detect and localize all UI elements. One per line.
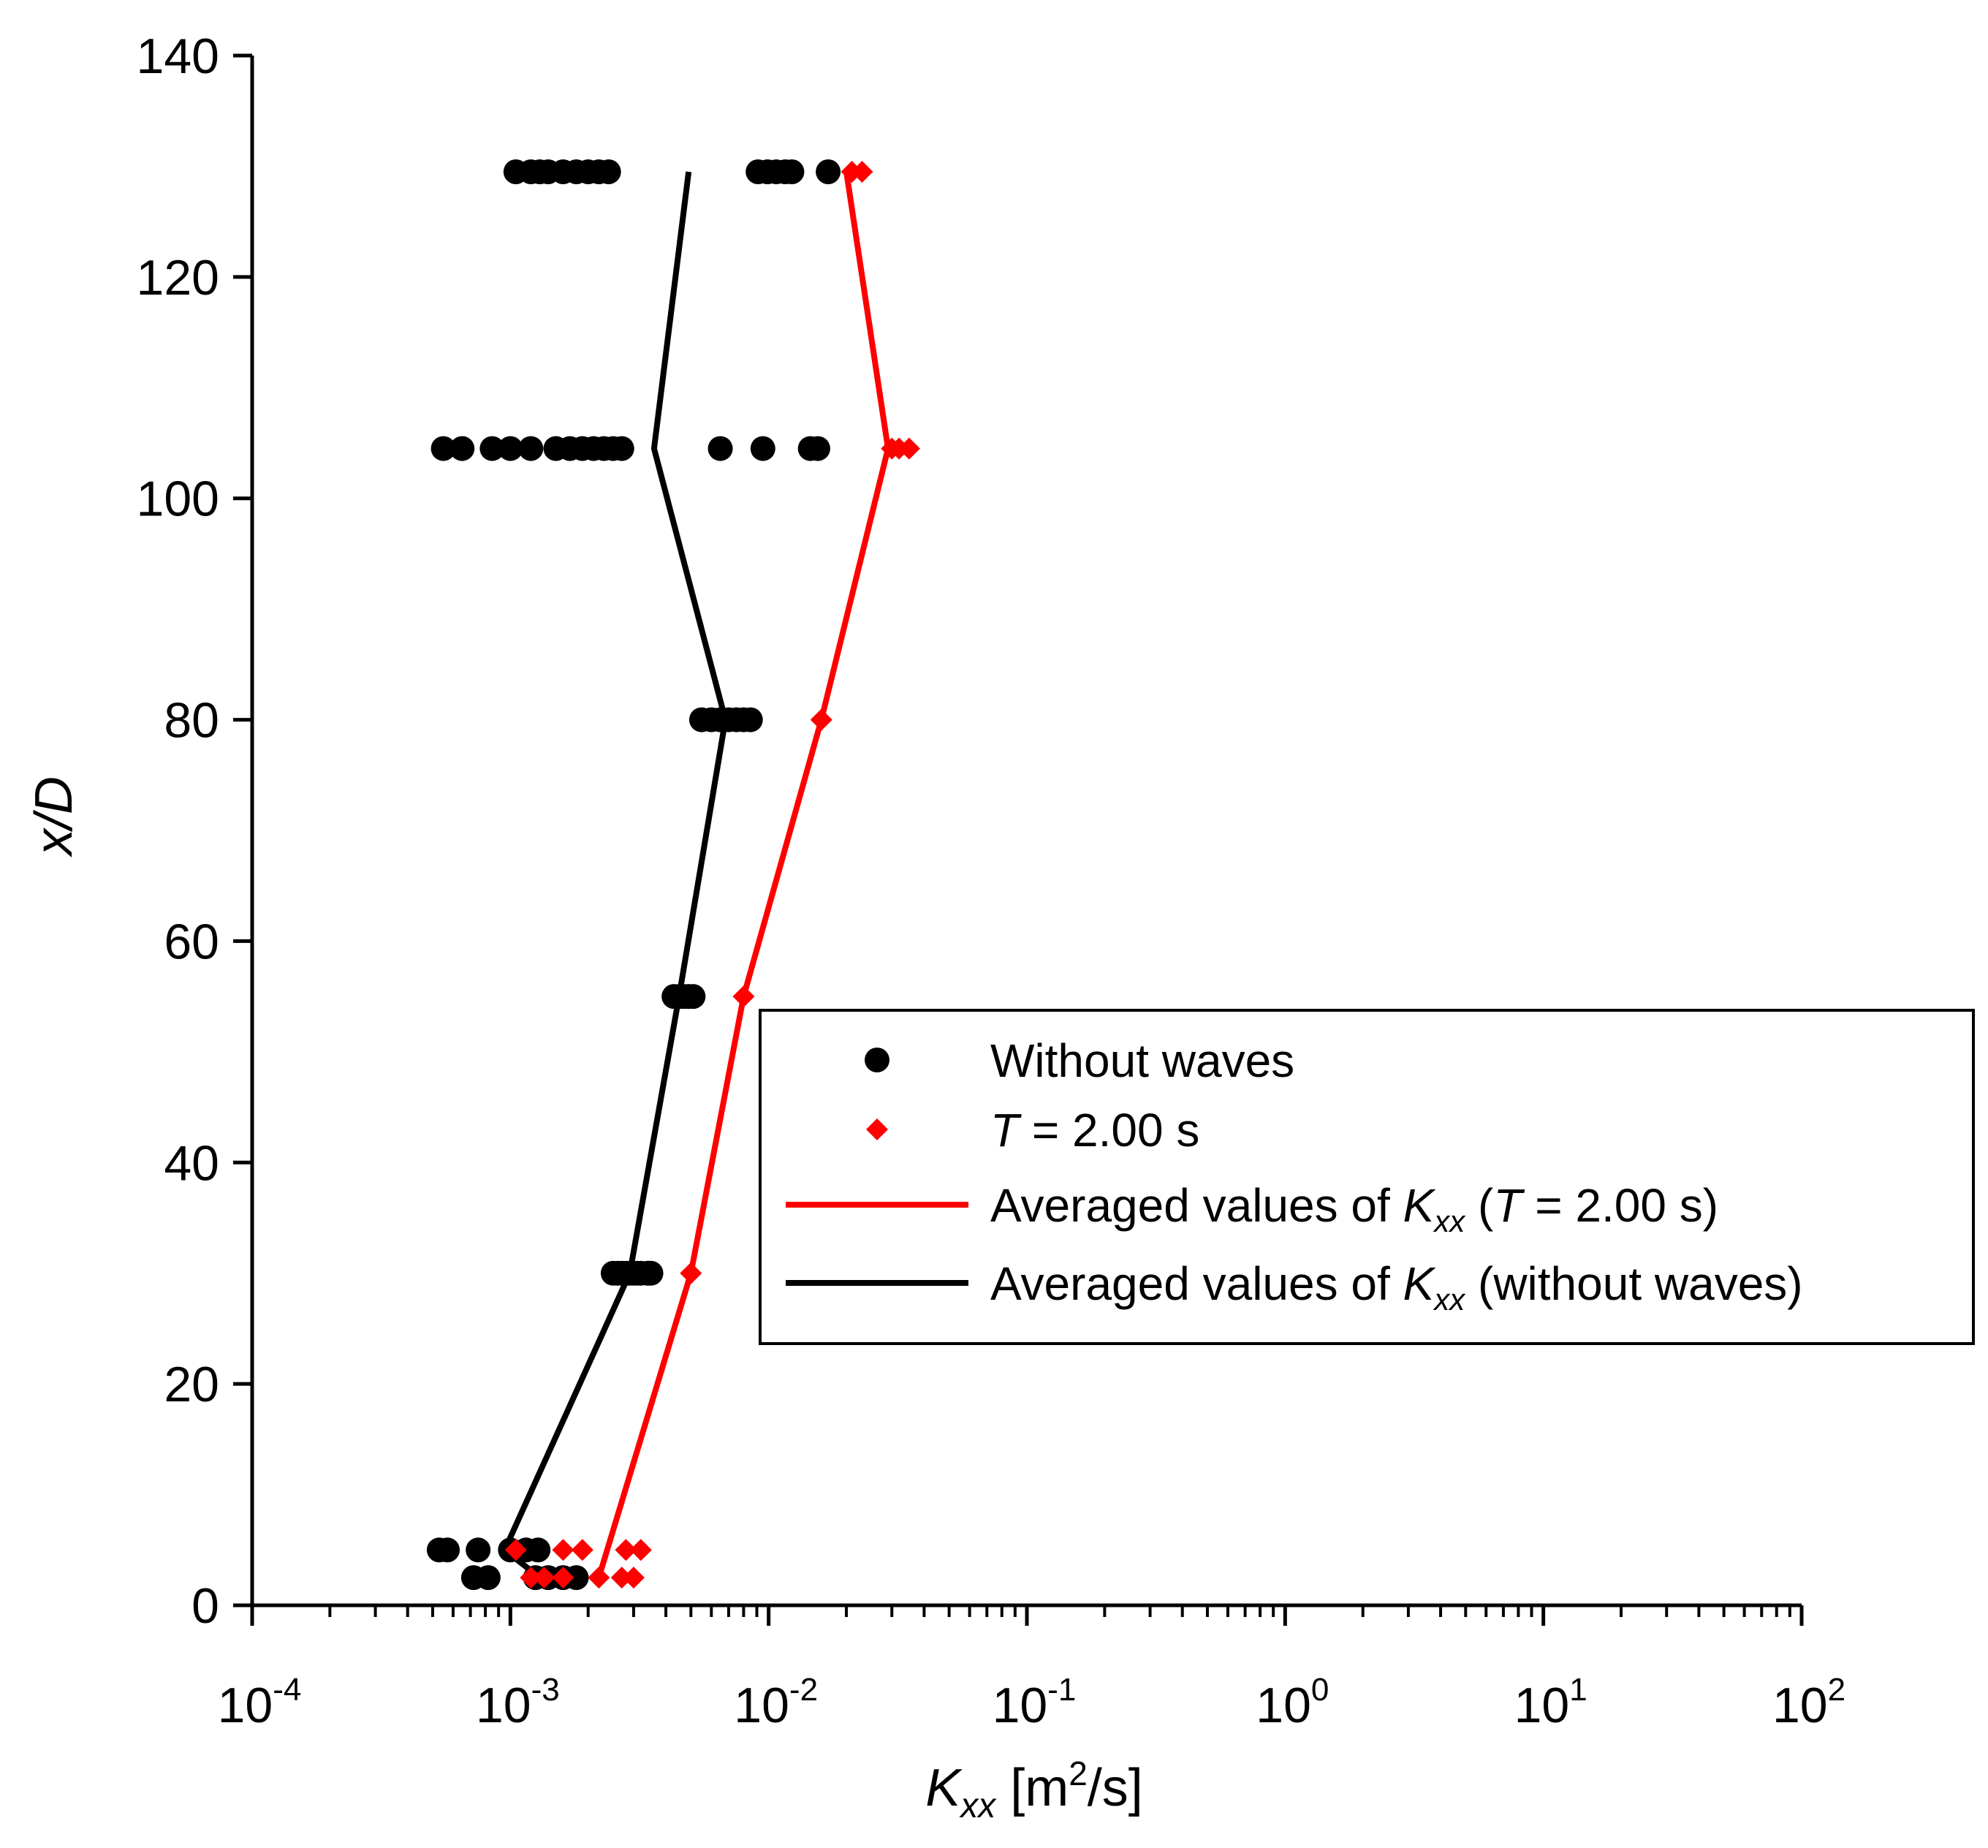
data-point-diamond-1-2	[571, 1539, 593, 1561]
x-tick-label-2: 10-2	[734, 1672, 818, 1733]
data-point-diamond-1-8	[588, 1567, 610, 1589]
x-axis-title: Kxx [m2/s]	[925, 1754, 1143, 1825]
legend-diamond-swatch	[866, 1118, 888, 1140]
data-point-circle-0-46	[707, 436, 733, 461]
y-axis-title: x/D	[25, 776, 83, 857]
x-tick-label-6: 102	[1772, 1672, 1845, 1733]
series-line-averaged-values-of-k-xx-t-2-00-s	[596, 171, 892, 1579]
data-point-circle-0-38	[518, 436, 544, 461]
data-point-diamond-1-0	[504, 1539, 527, 1561]
data-point-diamond-1-7	[552, 1567, 574, 1589]
x-tick-label-4: 100	[1256, 1672, 1329, 1733]
legend-label-0: Without waves	[990, 1034, 1294, 1087]
data-point-diamond-1-3	[615, 1539, 637, 1561]
y-tick-label-120: 120	[137, 250, 219, 306]
data-point-diamond-1-5	[520, 1567, 542, 1589]
data-point-circle-0-47	[750, 436, 775, 461]
y-tick-label-80: 80	[164, 693, 219, 749]
data-point-circle-0-11	[564, 1565, 589, 1591]
y-tick-label-140: 140	[137, 29, 219, 84]
data-point-diamond-1-12	[732, 985, 755, 1008]
data-point-circle-0-5	[526, 1537, 551, 1563]
data-point-diamond-1-10	[622, 1567, 645, 1589]
data-point-diamond-1-4	[629, 1539, 652, 1561]
x-tick-label-3: 10-1	[993, 1672, 1077, 1733]
y-tick-label-20: 20	[164, 1357, 219, 1412]
x-tick-label-1: 10-3	[476, 1672, 560, 1733]
legend-item-1: T = 2.00 s	[866, 1104, 1199, 1156]
data-point-circle-0-36	[479, 436, 505, 461]
data-point-diamond-1-6	[533, 1567, 555, 1589]
data-point-circle-0-37	[498, 436, 523, 461]
data-point-diamond-1-9	[610, 1567, 633, 1589]
legend-label-3: Averaged values of Kxx (without waves)	[990, 1257, 1803, 1317]
y-tick-label-100: 100	[137, 472, 219, 527]
data-point-circle-0-58	[596, 159, 621, 184]
legend-item-3: Averaged values of Kxx (without waves)	[786, 1257, 1803, 1317]
data-point-diamond-1-11	[680, 1262, 702, 1284]
data-point-circle-0-1	[435, 1537, 460, 1563]
data-point-circle-0-21	[638, 1260, 664, 1286]
legend-label-1: T = 2.00 s	[990, 1104, 1199, 1156]
data-point-circle-0-33	[737, 707, 763, 732]
data-point-diamond-1-18	[851, 161, 873, 183]
data-point-circle-0-35	[449, 436, 475, 461]
x-tick-label-5: 101	[1514, 1672, 1587, 1733]
y-tick-label-40: 40	[164, 1135, 219, 1191]
axes: 0 20 40 60 80 100 120 140 10-4 10-3 10-2 10-1 100 101…	[25, 29, 1845, 1825]
data-point-circle-0-7	[475, 1565, 501, 1591]
data-point-diamond-1-16	[898, 437, 920, 460]
data-point-circle-0-34	[430, 436, 456, 461]
data-point-diamond-1-1	[552, 1539, 574, 1561]
plot-points	[426, 159, 920, 1591]
data-point-circle-0-26	[680, 984, 706, 1010]
legend-circle-swatch	[865, 1048, 889, 1072]
legend-label-2: Averaged values of Kxx (T = 2.00 s)	[990, 1179, 1718, 1238]
y-tick-label-0: 0	[191, 1578, 219, 1634]
data-point-circle-0-64	[816, 159, 841, 184]
x-tick-label-0: 10-4	[218, 1672, 302, 1733]
data-point-circle-0-49	[805, 436, 830, 461]
y-tick-label-60: 60	[164, 914, 219, 969]
data-point-circle-0-2	[466, 1537, 491, 1563]
legend-item-0: Without waves	[865, 1034, 1294, 1087]
data-point-circle-0-63	[779, 159, 805, 184]
legend: Without waves T = 2.00 s Averaged values o…	[759, 1009, 1975, 1345]
legend-box	[759, 1009, 1975, 1345]
legend-item-2: Averaged values of Kxx (T = 2.00 s)	[786, 1179, 1718, 1238]
data-point-circle-0-45	[609, 436, 634, 461]
data-point-diamond-1-13	[810, 708, 832, 731]
